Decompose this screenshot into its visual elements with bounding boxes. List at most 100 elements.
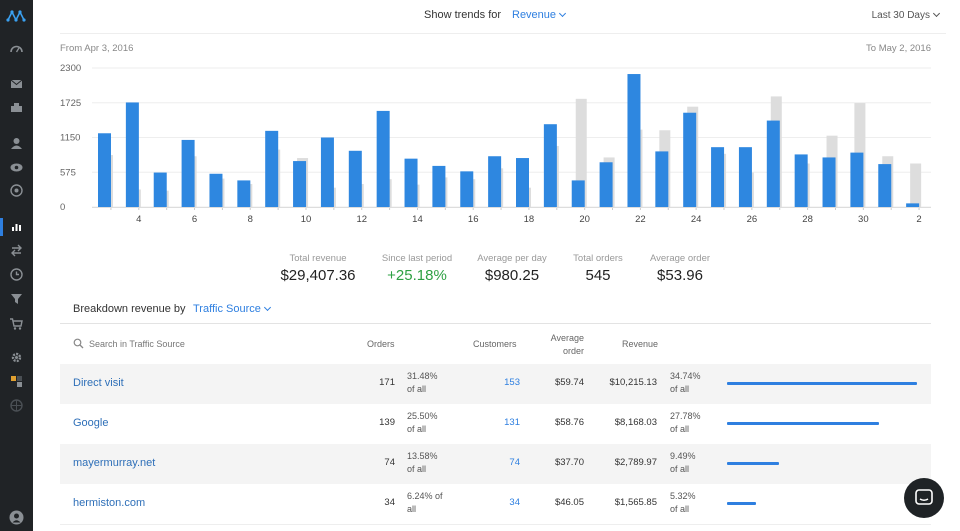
revenue-share-value: 34.74% <box>670 371 701 381</box>
bar-current-period[interactable] <box>404 158 418 207</box>
bar-current-period[interactable] <box>627 74 641 207</box>
chevron-down-icon <box>263 303 271 312</box>
dashboard-gauge-icon[interactable] <box>9 41 24 56</box>
bar-current-period[interactable] <box>655 151 669 207</box>
bar-current-period[interactable] <box>293 161 307 207</box>
bar-chart-icon[interactable] <box>9 219 24 234</box>
traffic-source-link[interactable]: Google <box>73 417 109 429</box>
cart-icon[interactable] <box>9 316 24 331</box>
orders-share-value: 25.50% <box>407 411 438 421</box>
table-row[interactable]: hermiston.com 34 6.24% of all 34 $46.05 $… <box>60 484 931 524</box>
bar-current-period[interactable] <box>153 172 167 207</box>
logo-icon[interactable] <box>6 6 27 26</box>
customers-link[interactable]: 131 <box>504 417 520 428</box>
trend-metric-dropdown[interactable]: Revenue <box>512 9 567 21</box>
bar-current-period[interactable] <box>711 147 725 207</box>
column-header-average-order[interactable]: Average order <box>540 332 584 358</box>
revenue-share-sub: of all <box>670 464 690 474</box>
orders-value: 34 <box>384 497 395 508</box>
bar-current-period[interactable] <box>906 203 920 207</box>
bar-current-period[interactable] <box>376 110 390 207</box>
x-tick-label: 16 <box>468 214 479 225</box>
user-icon[interactable] <box>9 136 24 151</box>
x-tick-label: 12 <box>356 214 367 225</box>
history-icon[interactable] <box>9 267 24 282</box>
customers-link[interactable]: 153 <box>504 377 520 388</box>
date-range-dropdown[interactable]: Last 30 Days <box>872 9 941 21</box>
y-tick-label: 2300 <box>60 63 81 74</box>
bar-current-period[interactable] <box>878 164 892 207</box>
bar-current-period[interactable] <box>822 157 836 207</box>
x-tick-label: 22 <box>635 214 646 225</box>
bar-current-period[interactable] <box>460 171 474 207</box>
bar-current-period[interactable] <box>794 154 808 207</box>
chat-launcher-button[interactable] <box>904 478 944 518</box>
active-indicator <box>0 218 3 236</box>
orders-share: 25.50% of all <box>407 410 462 436</box>
stat-value: $53.96 <box>657 267 703 284</box>
column-header-customers[interactable]: Customers <box>473 339 517 349</box>
bar-current-period[interactable] <box>125 102 139 207</box>
bar-current-period[interactable] <box>488 156 502 207</box>
table-row[interactable]: Direct visit 171 31.48% of all 153 $59.74… <box>60 364 931 404</box>
chevron-down-icon <box>559 9 567 18</box>
bar-current-period[interactable] <box>738 147 752 207</box>
revenue-share-bar <box>727 502 757 505</box>
mail-icon[interactable] <box>9 76 24 91</box>
bar-current-period[interactable] <box>181 139 195 207</box>
table-row[interactable]: mayermurray.net 74 13.58% of all 74 $37.7… <box>60 444 931 484</box>
account-avatar-icon[interactable] <box>9 510 24 525</box>
bar-current-period[interactable] <box>599 162 613 207</box>
bar-current-period[interactable] <box>98 133 111 207</box>
column-header-revenue[interactable]: Revenue <box>622 339 659 349</box>
bar-current-period[interactable] <box>683 112 697 207</box>
target-icon[interactable] <box>9 183 24 198</box>
filter-icon[interactable] <box>9 291 24 306</box>
stat-value: $29,407.36 <box>280 267 356 284</box>
x-tick-label: 14 <box>412 214 423 225</box>
breakdown-dimension-dropdown[interactable]: Traffic Source <box>193 303 271 315</box>
integrations-icon[interactable] <box>9 374 24 389</box>
revenue-share: 34.74% of all <box>670 370 701 396</box>
table-row[interactable]: Google 139 25.50% of all 131 $58.76 $8,16… <box>60 404 931 444</box>
settings-gear-icon[interactable] <box>9 350 24 365</box>
revenue-share-bar <box>727 422 879 425</box>
bar-current-period[interactable] <box>320 137 334 208</box>
bar-current-period[interactable] <box>209 173 223 207</box>
average-order-value: $37.70 <box>554 457 584 468</box>
orders-value: 139 <box>379 417 395 428</box>
traffic-source-link[interactable]: hermiston.com <box>73 497 146 509</box>
y-tick-label: 575 <box>60 167 76 178</box>
traffic-source-search-input[interactable] <box>89 336 239 352</box>
tools-icon[interactable] <box>9 100 24 115</box>
stat-value: +25.18% <box>387 267 447 284</box>
bar-current-period[interactable] <box>516 158 529 207</box>
bar-current-period[interactable] <box>850 152 864 207</box>
trend-metric-label: Revenue <box>512 9 557 21</box>
globe-icon[interactable] <box>9 398 24 413</box>
bar-current-period[interactable] <box>265 130 279 207</box>
x-tick-label: 2 <box>916 214 921 225</box>
revenue-share: 27.78% of all <box>670 410 701 436</box>
transfer-icon[interactable] <box>9 243 24 258</box>
trend-header: Show trends for Revenue Last 30 Days <box>34 0 960 32</box>
bar-current-period[interactable] <box>432 165 446 207</box>
traffic-source-link[interactable]: Direct visit <box>73 377 124 389</box>
bar-current-period[interactable] <box>348 150 362 207</box>
customers-link[interactable]: 74 <box>509 457 520 468</box>
bar-previous-period[interactable] <box>910 163 922 207</box>
x-tick-label: 20 <box>579 214 590 225</box>
bar-current-period[interactable] <box>766 120 780 207</box>
customers-link[interactable]: 34 <box>509 497 520 508</box>
search-icon <box>73 338 84 349</box>
revenue-share-sub: of all <box>670 504 690 514</box>
traffic-source-link[interactable]: mayermurray.net <box>73 457 156 469</box>
bar-current-period[interactable] <box>571 180 585 207</box>
bar-current-period[interactable] <box>237 180 251 207</box>
column-header-orders[interactable]: Orders <box>367 339 395 349</box>
bar-previous-period[interactable] <box>575 98 587 207</box>
eye-icon[interactable] <box>9 160 24 175</box>
revenue-value: $10,215.13 <box>609 377 657 388</box>
y-tick-label: 1725 <box>60 98 81 109</box>
bar-current-period[interactable] <box>543 124 557 207</box>
